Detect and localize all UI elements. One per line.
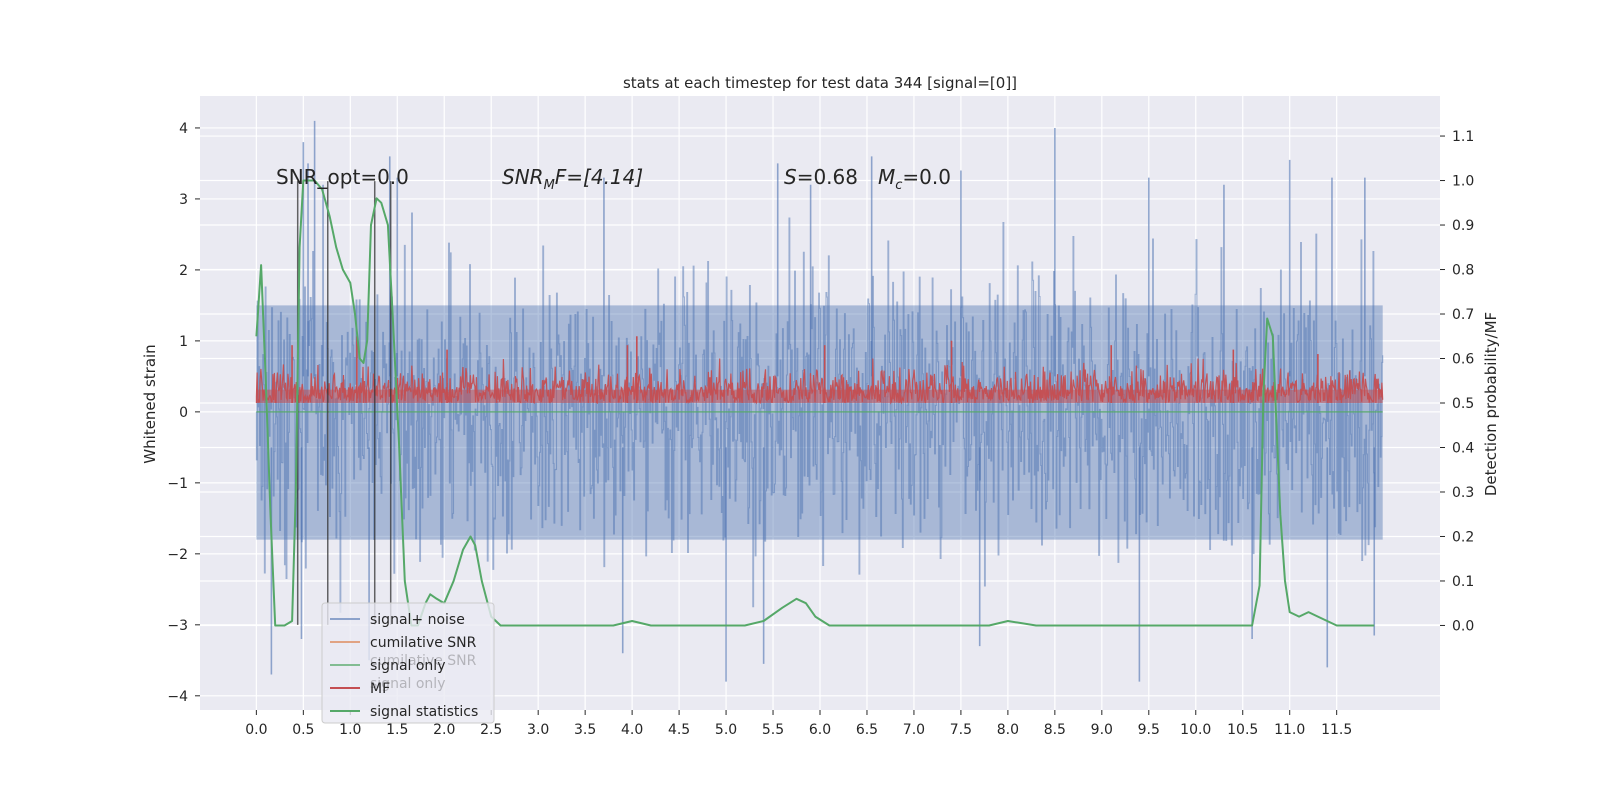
x-tick-label-14: 7.0 [903,722,925,738]
x-tick-label-0: 0.0 [245,722,267,738]
annotation-snr-mf-value: F=[4.14] [555,165,643,189]
x-tick-label-5: 2.5 [480,722,502,738]
annotation-s: S=0.68 [784,165,858,189]
x-tick-label-22: 11.0 [1274,722,1305,738]
y-right-tick-label-11: 0.0 [1452,618,1474,634]
y-left-tick-label-5: −1 [167,476,188,492]
x-tick-label-6: 3.0 [527,722,549,738]
legend-label-3: MF [370,681,390,697]
y-right-tick-label-4: 0.7 [1452,307,1474,323]
vertical-markers [296,181,392,625]
signal-statistics-series [255,179,1375,627]
y-left-tick-label-8: −4 [167,689,188,705]
x-tick-label-23: 11.5 [1321,722,1352,738]
chart-title: stats at each timestep for test data 344… [623,74,1017,92]
x-tick-label-4: 2.0 [433,722,455,738]
x-tick-label-16: 8.0 [997,722,1019,738]
x-tick-label-13: 6.5 [856,722,878,738]
axes: 0.0 0.5 1.0 1.5 2.0 2.5 3.0 3.5 4.0 4.5 5.0 5.5 6.0 6… [167,121,1474,738]
x-tick-label-10: 5.0 [715,722,737,738]
y-left-tick-label-7: −3 [167,618,188,634]
y-right-tick-label-7: 0.4 [1452,440,1474,456]
y-right-tick-label-3: 0.8 [1452,263,1474,279]
x-tick-label-19: 9.5 [1138,722,1160,738]
x-tick-label-3: 1.5 [386,722,408,738]
y-right-tick-label-5: 0.6 [1452,352,1474,368]
annotation-mc-symbol: M [878,165,895,189]
annotation-s-symbol: S [784,165,797,189]
y-axis-right-label: Detection probability/MF [1482,312,1500,496]
y-right-tick-label-2: 0.9 [1452,218,1474,234]
legend-ghost-label-0: cumilative SNR [370,653,477,669]
y-right-tick-label-8: 0.3 [1452,485,1474,501]
y-right-tick-label-9: 0.2 [1452,529,1474,545]
annotation-snr-mf-symbol: SNR [502,165,544,189]
legend-label-1: cumilative SNR [370,635,477,651]
y-right-tick-label-0: 1.1 [1452,129,1474,145]
y-left-tick-label-0: 4 [179,121,188,137]
legend-label-2: signal only [370,658,445,674]
y-left-tick-label-2: 2 [179,263,188,279]
y-right-tick-label-1: 1.0 [1452,174,1474,190]
x-tick-label-17: 8.5 [1044,722,1066,738]
annotation-mc: Mc=0.0 [878,165,951,193]
y-right-tick-label-10: 0.1 [1452,574,1474,590]
y-left-tick-label-3: 1 [179,334,188,350]
x-tick-label-8: 4.0 [621,722,643,738]
annotation-mc-subscript: c [895,178,902,193]
annotation-snr-mf: SNRMF=[4.14] [502,165,643,193]
y-right-tick-label-6: 0.5 [1452,396,1474,412]
y-axis-left-label: Whitened strain [141,344,159,463]
mf-core-band [256,389,1383,403]
mf-series [255,336,1384,405]
x-tick-label-20: 10.0 [1180,722,1211,738]
x-tick-label-9: 4.5 [668,722,690,738]
legend-ghost-label-1: signal only [370,676,445,692]
legend-box [321,602,495,724]
annotation-snr-opt: SNR_opt=0.0 [276,165,409,189]
y-left-tick-label-4: 0 [179,405,188,421]
signal-noise-core-band [256,305,1383,540]
x-tick-label-2: 1.0 [339,722,361,738]
annotation-s-value: =0.68 [797,165,858,189]
y-left-tick-label-1: 3 [179,192,188,208]
x-tick-label-12: 6.0 [809,722,831,738]
x-tick-label-18: 9.0 [1091,722,1113,738]
x-tick-label-21: 10.5 [1227,722,1258,738]
signal-noise-series [255,120,1384,682]
x-tick-label-7: 3.5 [574,722,596,738]
legend-label-0: signal+ noise [370,612,465,628]
signal-statistics-line [255,179,1375,627]
x-tick-label-15: 7.5 [950,722,972,738]
y-left-tick-label-6: −2 [167,547,188,563]
legend-label-4: signal statistics [370,704,478,720]
x-tick-label-11: 5.5 [762,722,784,738]
annotation-mc-value: =0.0 [902,165,951,189]
x-tick-label-1: 0.5 [292,722,314,738]
annotation-snr-mf-subscript: M [544,178,555,193]
